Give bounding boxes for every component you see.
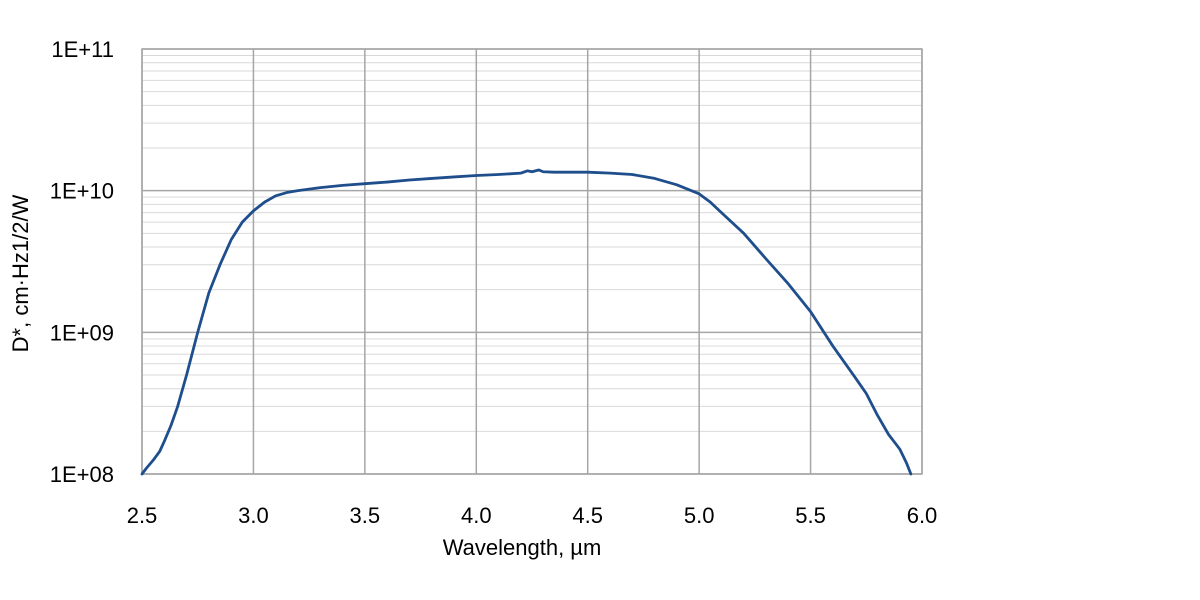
detectivity-curve [140, 168, 913, 476]
minor-gridlines [142, 54, 922, 432]
x-tick-label: 5.0 [684, 503, 715, 528]
y-tick-label: 1E+10 [50, 179, 114, 204]
x-tick-label: 3.5 [350, 503, 381, 528]
x-tick-label: 5.5 [795, 503, 826, 528]
x-axis-title: Wavelength, µm [443, 535, 602, 560]
y-axis-tick-labels: 1E+08 1E+09 1E+10 1E+11 [50, 37, 114, 487]
y-tick-label: 1E+09 [50, 320, 114, 345]
plot-area-frame [141, 48, 923, 475]
x-tick-label: 4.0 [461, 503, 492, 528]
major-gridlines [141, 48, 923, 475]
x-tick-label: 3.0 [238, 503, 269, 528]
x-tick-label: 6.0 [907, 503, 938, 528]
x-axis-tick-labels: 2.5 3.0 3.5 4.0 4.5 5.0 5.5 6.0 [127, 503, 938, 528]
y-tick-label: 1E+08 [50, 462, 114, 487]
y-tick-label: 1E+11 [51, 37, 114, 62]
x-tick-label: 4.5 [572, 503, 603, 528]
x-tick-label: 2.5 [127, 503, 158, 528]
y-axis-title: D*, cm·Hz1/2/W [8, 194, 33, 352]
